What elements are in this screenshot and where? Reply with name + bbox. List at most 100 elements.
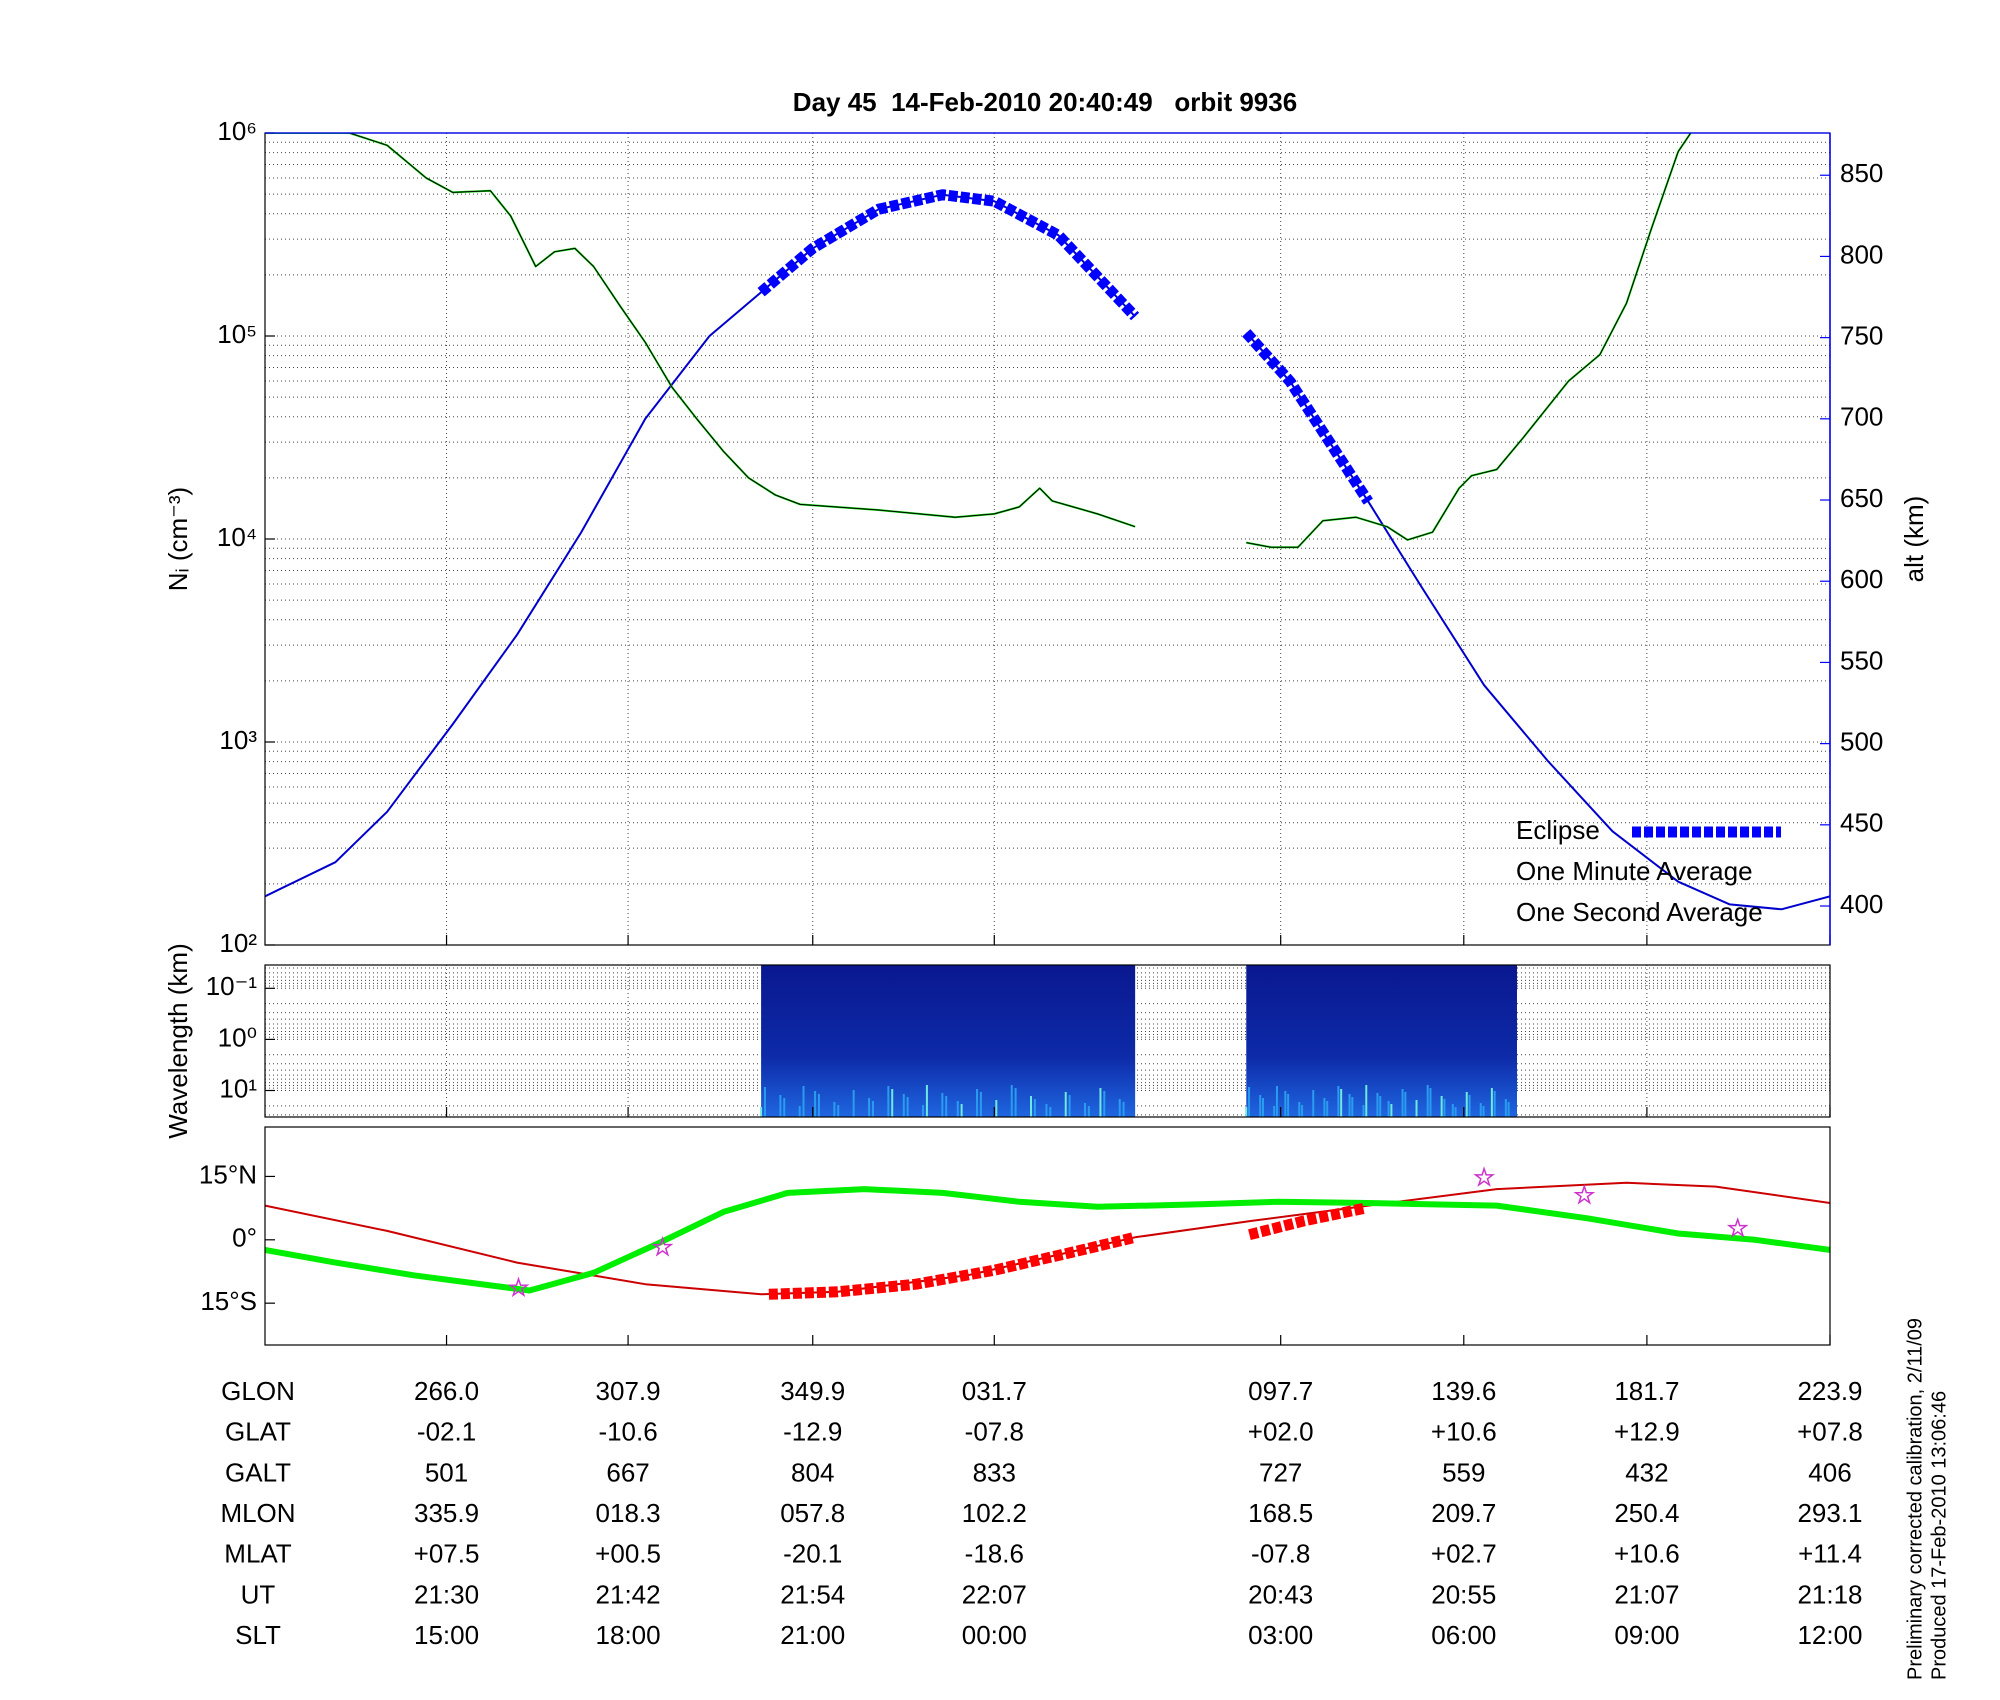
y-tick-label: 10² — [219, 928, 257, 958]
y2-tick-label: 750 — [1840, 320, 1883, 350]
table-cell: 406 — [1808, 1457, 1851, 1487]
table-cell: 432 — [1625, 1457, 1668, 1487]
y-tick-label: 10⁵ — [217, 319, 257, 349]
y2-tick-label: 550 — [1840, 645, 1883, 675]
table-cell: -10.6 — [598, 1417, 657, 1447]
table-cell: -02.1 — [417, 1417, 476, 1447]
spectrogram-texture — [760, 1085, 1125, 1117]
y2-tick-label: 650 — [1840, 483, 1883, 513]
table-cell: 22:07 — [962, 1579, 1027, 1609]
star-marker — [1726, 1217, 1749, 1238]
table-cell: 031.7 — [962, 1376, 1027, 1406]
table-cell: +07.8 — [1797, 1417, 1863, 1447]
table-cell: 833 — [973, 1457, 1016, 1487]
table-cell: -07.8 — [1251, 1539, 1310, 1569]
table-cell: 06:00 — [1431, 1620, 1496, 1650]
table-cell: -12.9 — [783, 1417, 842, 1447]
table-cell: 20:43 — [1248, 1579, 1313, 1609]
spectrogram-texture — [1245, 1085, 1510, 1117]
track-line — [757, 189, 1373, 505]
y-axis-label: Nᵢ (cm⁻³) — [163, 487, 193, 591]
table-cell: 21:42 — [596, 1579, 661, 1609]
star-marker — [1573, 1184, 1596, 1205]
table-cell: +12.9 — [1614, 1417, 1680, 1447]
table-cell: 12:00 — [1797, 1620, 1862, 1650]
track-line — [265, 1186, 1830, 1294]
row-label: GLON — [221, 1376, 295, 1406]
chart-title: Day 45 14-Feb-2010 20:40:49 orbit 9936 — [793, 87, 1297, 117]
row-label: GLAT — [225, 1417, 291, 1447]
table-cell: 21:30 — [414, 1579, 479, 1609]
table-cell: 057.8 — [780, 1498, 845, 1528]
table-cell: 09:00 — [1614, 1620, 1679, 1650]
table-cell: 266.0 — [414, 1376, 479, 1406]
table-cell: 03:00 — [1248, 1620, 1313, 1650]
table-cell: 223.9 — [1797, 1376, 1862, 1406]
y2-tick-label: 600 — [1840, 564, 1883, 594]
table-cell: 20:55 — [1431, 1579, 1496, 1609]
track-line — [768, 1202, 1367, 1300]
table-cell: 209.7 — [1431, 1498, 1496, 1528]
table-cell: 018.3 — [596, 1498, 661, 1528]
star-marker — [651, 1236, 674, 1257]
table-cell: 181.7 — [1614, 1376, 1679, 1406]
y-tick-label: 0° — [232, 1223, 257, 1253]
plot-frame — [264, 964, 1831, 1118]
table-cell: -18.6 — [965, 1539, 1024, 1569]
table-cell: 804 — [791, 1457, 834, 1487]
row-label: SLT — [235, 1620, 281, 1650]
y2-tick-label: 700 — [1840, 402, 1883, 432]
table-cell: 139.6 — [1431, 1376, 1496, 1406]
table-cell: 727 — [1259, 1457, 1302, 1487]
legend-label: Eclipse — [1516, 815, 1600, 845]
data-line — [265, 133, 1692, 548]
table-cell: 667 — [606, 1457, 649, 1487]
footnote: Produced 17-Feb-2010 13:06:46 — [1928, 1391, 1950, 1680]
legend-label: One Second Average — [1516, 897, 1763, 927]
table-cell: 559 — [1442, 1457, 1485, 1487]
y2-axis-label: alt (km) — [1899, 496, 1929, 583]
y2-tick-label: 400 — [1840, 889, 1883, 919]
panel — [265, 133, 1830, 945]
y-tick-label: 10¹ — [219, 1073, 257, 1103]
table-cell: 21:07 — [1614, 1579, 1679, 1609]
table-cell: +10.6 — [1614, 1539, 1680, 1569]
y2-tick-label: 450 — [1840, 808, 1883, 838]
panel — [265, 965, 1830, 1117]
y2-tick-label: 500 — [1840, 726, 1883, 756]
table-cell: +11.4 — [1798, 1539, 1862, 1569]
legend-label: One Minute Average — [1516, 856, 1753, 886]
table-cell: +02.7 — [1431, 1539, 1497, 1569]
panel — [265, 1166, 1830, 1300]
footnote: Preliminary corrected calibration, 2/11/… — [1904, 1318, 1926, 1680]
y2-tick-label: 800 — [1840, 239, 1883, 269]
table-cell: 307.9 — [596, 1376, 661, 1406]
y-axis-label: Wavelength (km) — [163, 943, 193, 1139]
spectrogram-block — [1246, 965, 1517, 1117]
table-cell: +00.5 — [595, 1539, 661, 1569]
y-tick-label: 10⁻¹ — [206, 971, 258, 1001]
table-cell: -07.8 — [965, 1417, 1024, 1447]
table-cell: 335.9 — [414, 1498, 479, 1528]
table-cell: 349.9 — [780, 1376, 845, 1406]
star-marker — [1473, 1166, 1495, 1187]
table-cell: 501 — [425, 1457, 468, 1487]
plot-frame — [264, 1126, 1831, 1346]
row-label: MLAT — [224, 1539, 292, 1569]
y2-tick-label: 850 — [1840, 158, 1883, 188]
row-label: GALT — [225, 1457, 291, 1487]
table-cell: +07.5 — [414, 1539, 480, 1569]
table-cell: 00:00 — [962, 1620, 1027, 1650]
y-tick-label: 10⁰ — [218, 1022, 257, 1052]
y-tick-label: 15°N — [199, 1159, 257, 1189]
table-cell: 21:18 — [1797, 1579, 1862, 1609]
table-cell: 15:00 — [414, 1620, 479, 1650]
y-tick-label: 10⁴ — [217, 522, 257, 552]
table-cell: -20.1 — [783, 1539, 842, 1569]
y-tick-label: 15°S — [200, 1286, 257, 1316]
table-cell: 250.4 — [1614, 1498, 1679, 1528]
table-cell: 18:00 — [596, 1620, 661, 1650]
